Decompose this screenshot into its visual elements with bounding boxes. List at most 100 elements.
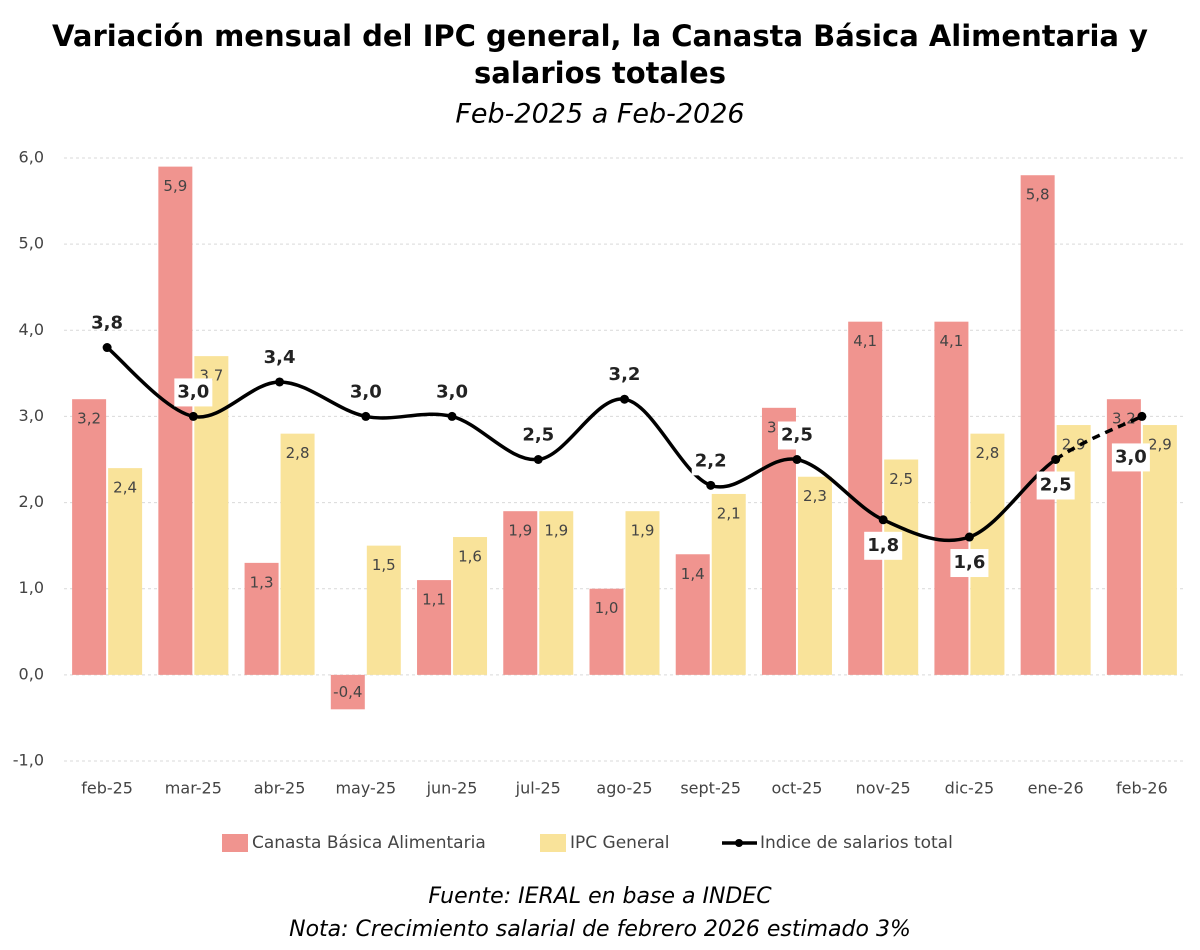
bar-value-label: 3,2 [1112, 410, 1136, 428]
bar [453, 537, 488, 675]
bar-value-label: 1,5 [372, 556, 396, 574]
x-tick-label: may-25 [335, 779, 396, 798]
line-value-label: 3,0 [177, 381, 209, 402]
bar-value-label: 5,9 [163, 177, 187, 195]
y-tick-label: 3,0 [19, 406, 44, 425]
line-point [275, 377, 285, 387]
source: Fuente: IERAL en base a INDEC [428, 884, 772, 909]
line-point [964, 532, 974, 542]
bar-value-label: 2,3 [803, 487, 827, 505]
y-tick-label: 2,0 [19, 492, 44, 511]
line-point [792, 455, 802, 464]
line-value-label: 3,0 [1115, 446, 1147, 467]
line-value-label: 1,8 [867, 535, 899, 556]
line-point [533, 455, 543, 464]
legend-label: Canasta Básica Alimentaria [252, 833, 486, 853]
bar [589, 588, 624, 675]
x-tick-label: feb-25 [81, 779, 133, 798]
y-tick-label: 1,0 [19, 578, 44, 597]
bar [417, 580, 452, 675]
y-tick-label: -1,0 [13, 751, 44, 770]
bar-value-label: 4,1 [853, 332, 877, 350]
x-tick-label: sept-25 [680, 779, 741, 798]
x-tick-label: oct-25 [771, 779, 822, 798]
y-tick-label: 6,0 [19, 148, 44, 167]
chart-title: Variación mensual del IPC general, la Ca… [52, 19, 1148, 90]
x-tick-label: jul-25 [515, 779, 561, 798]
bar-value-label: 1,9 [544, 522, 568, 540]
line-value-label: 2,5 [1040, 475, 1072, 496]
x-tick-label: ago-25 [596, 779, 652, 798]
legend-swatch [222, 834, 248, 852]
line-point [620, 394, 629, 404]
x-tick-label: abr-25 [254, 779, 306, 798]
bar-value-label: 1,3 [250, 573, 274, 591]
line-value-label: 3,4 [264, 347, 296, 368]
bar [72, 399, 107, 675]
legend-swatch [735, 839, 743, 847]
bar [761, 407, 796, 675]
y-tick-label: 4,0 [19, 320, 44, 339]
bar-value-label: 1,6 [458, 548, 482, 566]
bar-value-label: 1,9 [631, 522, 655, 540]
label-background [691, 447, 730, 476]
bar-value-label: -0,4 [333, 683, 362, 701]
bar-value-label: 1,0 [595, 599, 619, 617]
label-background [1036, 471, 1075, 500]
line-value-label: 3,0 [436, 381, 468, 402]
bar [539, 511, 574, 675]
label-background [1111, 443, 1150, 472]
bar [797, 476, 832, 675]
label-background [174, 378, 213, 407]
bar-value-label: 1,9 [508, 522, 532, 540]
note: Nota: Crecimiento salarial de febrero 20… [289, 917, 911, 942]
bar-value-label: 3,2 [77, 410, 101, 428]
line-point [102, 343, 112, 353]
x-tick-label: feb-26 [1116, 779, 1168, 798]
bar-value-label: 2,8 [975, 444, 999, 462]
bar [675, 554, 710, 675]
line-value-label: 3,0 [350, 381, 382, 402]
legend-swatch [540, 834, 566, 852]
legend-label: Indice de salarios total [760, 833, 953, 853]
bar-value-label: 1,1 [422, 591, 446, 609]
bar-value-label: 5,8 [1026, 186, 1050, 204]
x-tick-label: dic-25 [945, 779, 995, 798]
line-value-label: 2,2 [695, 450, 727, 471]
bar [1106, 399, 1141, 675]
label-background [864, 531, 903, 560]
x-tick-label: mar-25 [165, 779, 222, 798]
bar [503, 511, 538, 675]
bar [711, 493, 746, 675]
line-point [188, 411, 198, 421]
x-tick-label: ene-26 [1028, 779, 1084, 798]
bar [934, 321, 969, 675]
bar-value-label: 2,5 [889, 470, 913, 488]
bar-value-label: 2,4 [113, 479, 137, 497]
line-value-label: 2,5 [522, 425, 554, 446]
bar-value-label: 1,4 [681, 565, 705, 583]
bar [884, 459, 919, 675]
bar-value-label: 2,9 [1062, 436, 1086, 454]
line-point [706, 480, 716, 490]
legend-label: IPC General [570, 833, 670, 853]
bar [1020, 175, 1055, 675]
bar [625, 511, 660, 675]
bar-value-label: 2,9 [1148, 436, 1172, 454]
bar [244, 562, 279, 675]
bar-value-label: 4,1 [939, 332, 963, 350]
line-point [1137, 411, 1147, 421]
bar-value-label: 2,1 [717, 504, 741, 522]
x-tick-label: jun-25 [426, 779, 478, 798]
bar [330, 674, 365, 710]
line-point [1051, 455, 1061, 464]
line-point [878, 515, 888, 525]
line-point [361, 411, 371, 421]
bar [108, 468, 143, 675]
line-value-label: 2,5 [781, 425, 813, 446]
label-background [950, 549, 989, 578]
bar [280, 433, 315, 675]
bar-value-label: 2,8 [286, 444, 310, 462]
bar [1056, 425, 1091, 675]
